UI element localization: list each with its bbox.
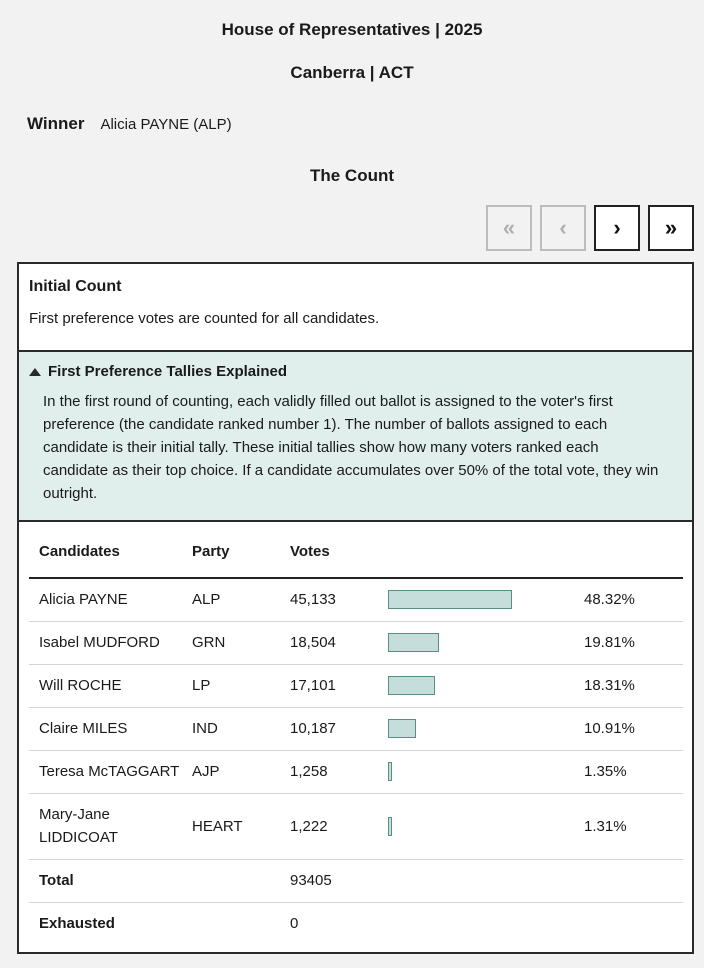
candidate-percent: 18.31% (584, 664, 683, 708)
total-label: Total (29, 859, 192, 903)
table-row: Teresa McTAGGART AJP 1,258 1.35% (29, 750, 683, 794)
candidate-votes: 1,222 (290, 793, 388, 860)
winner-value: Alicia PAYNE (ALP) (100, 116, 232, 133)
candidate-votes: 18,504 (290, 621, 388, 665)
panel-header: Initial Count First preference votes are… (19, 264, 692, 352)
total-row: Total 93405 (29, 859, 683, 903)
count-panel: Initial Count First preference votes are… (17, 262, 694, 954)
candidate-percent: 1.35% (584, 750, 683, 794)
candidate-votes: 45,133 (290, 578, 388, 622)
empty-cell (388, 859, 584, 903)
table-row: Mary-Jane LIDDICOAT HEART 1,222 1.31% (29, 793, 683, 860)
explanation-toggle[interactable]: First Preference Tallies Explained (29, 363, 682, 380)
winner-row: Winner Alicia PAYNE (ALP) (27, 114, 232, 134)
candidate-votes: 10,187 (290, 707, 388, 751)
table-row: Alicia PAYNE ALP 45,133 48.32% (29, 578, 683, 622)
candidate-votes: 17,101 (290, 664, 388, 708)
candidate-party: LP (192, 664, 290, 708)
exhausted-label: Exhausted (39, 915, 115, 933)
candidate-party: GRN (192, 621, 290, 665)
vote-bar (388, 633, 439, 652)
explanation-text: In the first round of counting, each val… (43, 393, 659, 502)
candidate-party: ALP (192, 578, 290, 622)
vote-bar (388, 676, 435, 695)
explanation-section: First Preference Tallies Explained In th… (19, 352, 692, 522)
winner-label: Winner (27, 114, 85, 133)
exhausted-value: 0 (290, 915, 299, 933)
count-navigation: « ‹ › » (486, 205, 694, 251)
candidate-votes: 1,258 (290, 750, 388, 794)
candidate-name: Teresa McTAGGART (29, 750, 192, 794)
header-candidates: Candidates (29, 526, 192, 579)
collapse-triangle-icon (29, 367, 41, 376)
table-row: Claire MILES IND 10,187 10.91% (29, 707, 683, 751)
section-title: The Count (309, 166, 395, 185)
empty-cell (388, 902, 584, 945)
candidate-party: AJP (192, 750, 290, 794)
vote-bar (388, 816, 392, 836)
next-step-button[interactable]: › (594, 205, 640, 251)
candidate-party: IND (192, 707, 290, 751)
panel-title: Initial Count (29, 278, 122, 295)
candidate-percent: 19.81% (584, 621, 683, 665)
header-bar (388, 526, 584, 579)
candidate-name: Isabel MUDFORD (29, 621, 192, 665)
candidate-party: HEART (192, 793, 290, 860)
table-row: Isabel MUDFORD GRN 18,504 19.81% (29, 621, 683, 665)
previous-step-button[interactable]: ‹ (540, 205, 586, 251)
vote-bar-cell (388, 664, 584, 708)
candidate-name: Claire MILES (29, 707, 192, 751)
header-party: Party (192, 526, 290, 579)
vote-bar (388, 590, 512, 610)
table-row: Will ROCHE LP 17,101 18.31% (29, 664, 683, 708)
header-percent (584, 526, 683, 579)
empty-cell (584, 859, 683, 903)
header-votes: Votes (290, 526, 388, 579)
candidate-percent: 10.91% (584, 707, 683, 751)
empty-cell (584, 902, 683, 945)
vote-bar-cell (388, 578, 584, 622)
empty-cell (192, 859, 290, 903)
election-title: House of Representatives | 2025 (221, 20, 483, 39)
vote-bar (388, 719, 416, 738)
vote-bar-cell (388, 621, 584, 665)
empty-cell (192, 902, 290, 945)
vote-bar-cell (388, 707, 584, 751)
vote-bar-cell (388, 750, 584, 794)
explanation-title: First Preference Tallies Explained (48, 363, 287, 380)
candidate-percent: 48.32% (584, 578, 683, 622)
exhausted-row: Exhausted 0 (29, 902, 683, 945)
last-step-button[interactable]: » (648, 205, 694, 251)
panel-subtitle: First preference votes are counted for a… (29, 310, 380, 327)
total-value: 93405 (290, 859, 388, 903)
candidate-name: Will ROCHE (29, 664, 192, 708)
candidate-name: Mary-Jane LIDDICOAT (29, 793, 192, 860)
vote-bar (388, 762, 392, 781)
candidate-percent: 1.31% (584, 793, 683, 860)
division-title: Canberra | ACT (290, 63, 414, 82)
first-step-button[interactable]: « (486, 205, 532, 251)
table-header-row: Candidates Party Votes (29, 526, 683, 579)
vote-bar-cell (388, 793, 584, 860)
candidate-name: Alicia PAYNE (29, 578, 192, 622)
results-table: Candidates Party Votes Alicia PAYNE ALP … (29, 526, 683, 945)
